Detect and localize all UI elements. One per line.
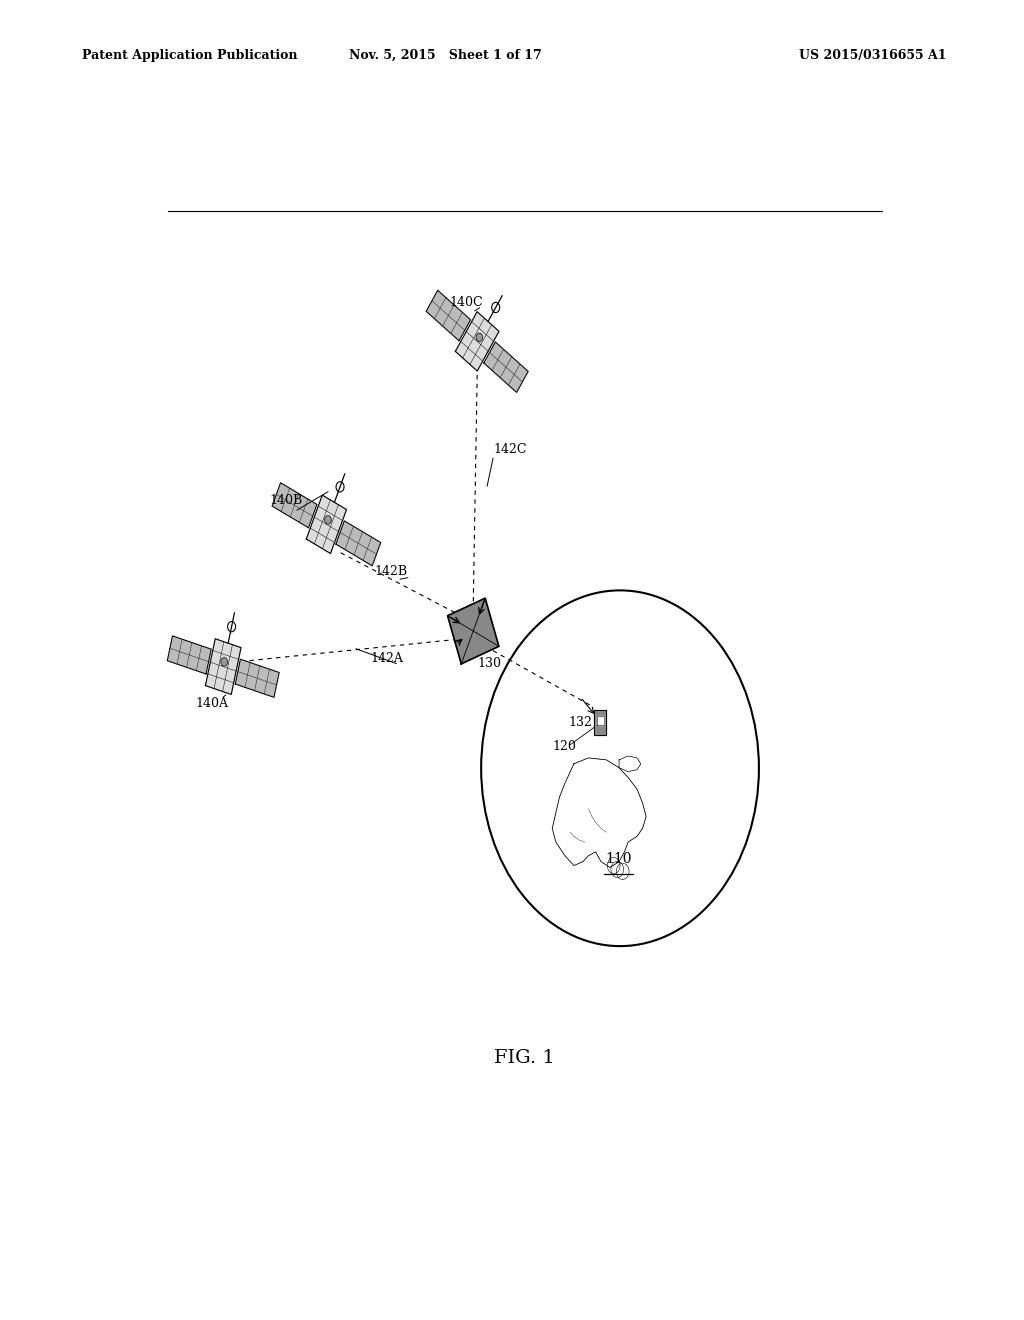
Text: 142B: 142B xyxy=(374,565,408,578)
Text: 142C: 142C xyxy=(494,444,526,457)
Text: US 2015/0316655 A1: US 2015/0316655 A1 xyxy=(799,49,946,62)
Circle shape xyxy=(221,657,227,667)
Polygon shape xyxy=(595,710,606,735)
Polygon shape xyxy=(597,717,603,725)
Polygon shape xyxy=(456,312,499,371)
Circle shape xyxy=(476,333,482,342)
Circle shape xyxy=(325,516,332,524)
Text: Nov. 5, 2015   Sheet 1 of 17: Nov. 5, 2015 Sheet 1 of 17 xyxy=(349,49,542,62)
Text: 132: 132 xyxy=(568,715,592,729)
Polygon shape xyxy=(336,521,381,566)
Polygon shape xyxy=(447,598,499,664)
Text: 142A: 142A xyxy=(370,652,402,664)
Text: 110: 110 xyxy=(605,851,632,866)
Text: FIG. 1: FIG. 1 xyxy=(495,1049,555,1067)
Text: 140B: 140B xyxy=(269,494,302,507)
Text: 130: 130 xyxy=(477,656,501,669)
Text: 140A: 140A xyxy=(196,697,228,710)
Text: Patent Application Publication: Patent Application Publication xyxy=(82,49,297,62)
Text: 120: 120 xyxy=(553,741,577,752)
Polygon shape xyxy=(426,290,471,341)
Polygon shape xyxy=(272,483,316,528)
Polygon shape xyxy=(306,495,346,553)
Polygon shape xyxy=(167,636,211,675)
Circle shape xyxy=(481,590,759,946)
Polygon shape xyxy=(483,342,528,392)
Polygon shape xyxy=(206,639,241,694)
Text: 140C: 140C xyxy=(450,296,483,309)
Polygon shape xyxy=(236,659,280,697)
